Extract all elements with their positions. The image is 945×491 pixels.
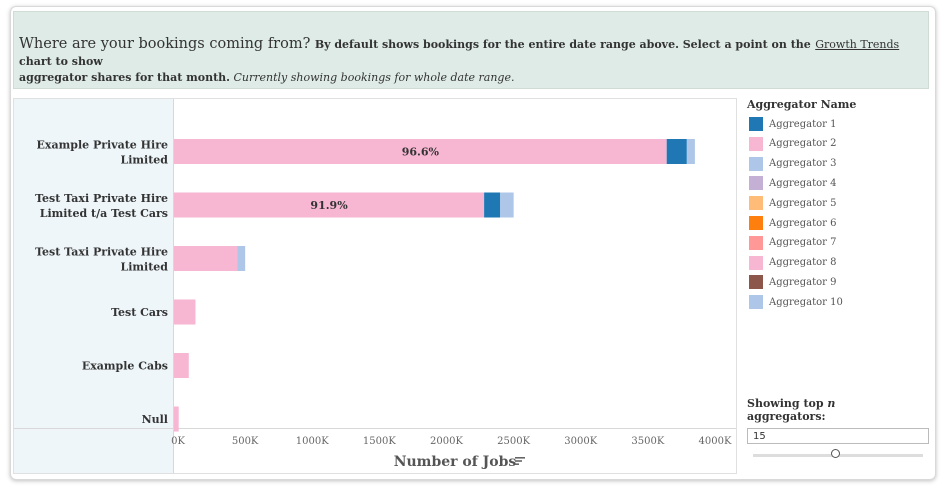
- topn-slider-thumb[interactable]: [831, 449, 840, 458]
- bar-segment[interactable]: [666, 139, 687, 164]
- category-label[interactable]: Limited t/a Test Cars: [40, 207, 168, 220]
- legend-swatch: [749, 117, 763, 131]
- topn-input[interactable]: [747, 428, 929, 444]
- x-tick-label: 3500K: [631, 436, 664, 447]
- topn-label: Showing top n aggregators:: [747, 397, 835, 423]
- category-label[interactable]: Example Private Hire: [37, 139, 168, 152]
- data-label: 91.9%: [310, 199, 348, 212]
- legend-label: Aggregator 8: [769, 257, 837, 269]
- sort-icon[interactable]: [515, 463, 519, 465]
- category-label[interactable]: Null: [142, 413, 168, 426]
- legend-item[interactable]: Aggregator 8: [749, 255, 837, 270]
- data-label: 96.6%: [402, 146, 440, 159]
- topn-label-prefix: Showing top: [747, 397, 824, 410]
- legend-label: Aggregator 3: [769, 158, 837, 170]
- bar-segment[interactable]: [686, 139, 695, 164]
- category-label[interactable]: Test Taxi Private Hire: [35, 192, 168, 205]
- header-desc-3: aggregator shares for that month.: [19, 71, 230, 84]
- x-axis-title: Number of Jobs: [394, 454, 517, 470]
- sort-icon[interactable]: [515, 457, 525, 459]
- category-label[interactable]: Test Taxi Private Hire: [35, 246, 168, 259]
- legend-swatch: [749, 235, 763, 250]
- legend-item[interactable]: Aggregator 4: [749, 176, 837, 191]
- legend-swatch: [749, 176, 763, 191]
- legend-label: Aggregator 1: [769, 118, 837, 130]
- sort-icon[interactable]: [515, 460, 522, 462]
- x-tick-label: 2000K: [430, 436, 463, 447]
- legend-swatch: [749, 196, 763, 211]
- legend-swatch: [749, 136, 763, 151]
- legend-label: Aggregator 6: [769, 217, 837, 229]
- header-desc-2: chart to show: [19, 55, 103, 68]
- bar-segment[interactable]: [484, 192, 501, 218]
- legend-label: Aggregator 5: [769, 197, 837, 209]
- legend-item[interactable]: Aggregator 2: [749, 136, 837, 151]
- legend-swatch: [749, 295, 763, 310]
- legend-title: Aggregator Name: [747, 98, 857, 111]
- header-lead: Where are your bookings coming from?: [19, 36, 311, 52]
- x-tick-label: 0K: [171, 436, 185, 447]
- bar-segment[interactable]: [174, 406, 179, 432]
- legend-swatch: [749, 275, 763, 290]
- bar-segment[interactable]: [237, 246, 246, 271]
- legend-label: Aggregator 4: [769, 177, 837, 189]
- header-italic-note: Currently showing bookings for whole dat…: [233, 71, 515, 84]
- category-label[interactable]: Limited: [120, 261, 168, 274]
- header-banner: Where are your bookings coming from? By …: [13, 11, 929, 89]
- legend-label: Aggregator 10: [769, 296, 843, 308]
- legend-item[interactable]: Aggregator 5: [749, 196, 837, 211]
- topn-label-n: n: [827, 397, 836, 410]
- bar-segment[interactable]: [500, 192, 514, 218]
- bar-segment[interactable]: [174, 139, 667, 164]
- x-tick-label: 4000K: [699, 436, 732, 447]
- legend-label: Aggregator 7: [769, 237, 837, 249]
- x-tick-label: 1000K: [296, 436, 329, 447]
- x-tick-label: 1500K: [363, 436, 396, 447]
- legend-label: Aggregator 9: [769, 276, 837, 288]
- legend-item[interactable]: Aggregator 10: [749, 295, 843, 310]
- legend-item[interactable]: Aggregator 7: [749, 235, 837, 250]
- topn-label-suffix: aggregators:: [747, 410, 826, 423]
- x-tick-label: 2500K: [497, 436, 530, 447]
- x-tick-label: 3000K: [564, 436, 597, 447]
- x-tick-label: 500K: [232, 436, 259, 447]
- bar-segment[interactable]: [174, 299, 196, 325]
- category-label[interactable]: Example Cabs: [82, 360, 168, 373]
- legend-label: Aggregator 2: [769, 138, 837, 150]
- legend-swatch: [749, 156, 763, 171]
- category-label[interactable]: Test Cars: [111, 306, 168, 319]
- bar-segment[interactable]: [174, 353, 189, 378]
- growth-trends-link[interactable]: Growth Trends: [815, 38, 900, 51]
- legend-item[interactable]: Aggregator 1: [749, 117, 836, 131]
- legend-swatch: [749, 255, 763, 270]
- category-label[interactable]: Limited: [120, 154, 168, 167]
- legend-item[interactable]: Aggregator 3: [749, 156, 837, 171]
- header-desc-1: By default shows bookings for the entire…: [314, 38, 811, 51]
- legend-swatch: [749, 216, 763, 230]
- bar-segment[interactable]: [174, 246, 238, 271]
- legend-item[interactable]: Aggregator 6: [749, 216, 836, 230]
- bar-segment[interactable]: [174, 192, 485, 218]
- legend-item[interactable]: Aggregator 9: [749, 275, 837, 290]
- category-label-pane: [14, 99, 173, 473]
